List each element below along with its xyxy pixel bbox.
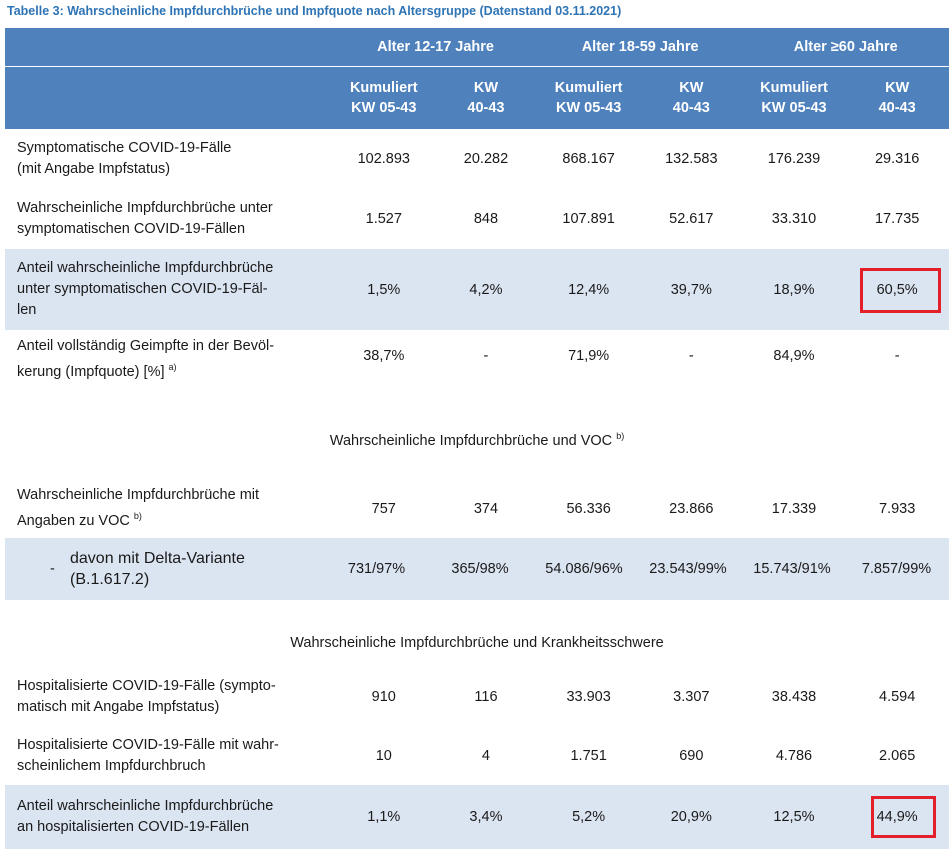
header-kw: KW 40-43 [672, 80, 710, 116]
table-row: Hospitalisierte COVID-19-Fälle (sympto-m… [5, 667, 949, 727]
highlight-box [860, 268, 941, 313]
header-group-row: Alter 12-17 Jahre Alter 18-59 Jahre Alte… [5, 28, 949, 67]
table-cell: 7.857/99% [861, 561, 932, 577]
table-cell: 56.336 [566, 500, 611, 517]
table-cell: 23.543/99% [649, 561, 727, 577]
table-cell: 10 [375, 748, 392, 764]
table-cell: 54.086/96% [545, 561, 623, 577]
section-severity: Wahrscheinliche Impfdurchbrüche und Kran… [5, 600, 949, 667]
table-row: - davon mit Delta-Variante (B.1.617.2) 73… [5, 538, 949, 600]
header-cumulative: Kumuliert KW 05-43 [760, 80, 828, 116]
header-cumulative: Kumuliert KW 05-43 [554, 80, 623, 116]
table-cell: 71,9% [568, 348, 610, 364]
table-cell: 757 [371, 500, 396, 517]
header-group-60plus: Alter ≥60 Jahre [793, 39, 898, 55]
table-cell: 107.891 [562, 211, 615, 227]
table-cell: 38.438 [771, 689, 817, 705]
row-label: Anteil wahrscheinliche Impfdurchbrüche un… [17, 260, 274, 318]
table-cell: 374 [473, 500, 499, 517]
table-cell: 52.617 [669, 211, 714, 227]
row-label: Wahrscheinliche Impfdurchbrüche mit Angab… [17, 487, 260, 529]
table-cell: 20,9% [670, 809, 712, 825]
table-cell: 4,2% [469, 281, 503, 298]
table-cell: 365/98% [451, 561, 509, 577]
table-cell: 33.903 [566, 689, 611, 705]
table-cell: 29.316 [874, 151, 920, 167]
table-cell: 33.310 [771, 211, 817, 227]
header-kw: KW 40-43 [467, 80, 505, 116]
table-cell: 18,9% [773, 281, 815, 298]
table-cell: 690 [679, 748, 704, 764]
table-cell: 17.339 [771, 500, 817, 517]
table-cell: 38,7% [363, 348, 405, 364]
table-caption: Tabelle 3: Wahrscheinliche Impfdurchbrüc… [7, 4, 622, 18]
table-cell: 7.933 [879, 500, 916, 517]
table-cell: 102.893 [357, 151, 410, 167]
section-voc: Wahrscheinliche Impfdurchbrüche und VOC … [5, 394, 949, 479]
row-label: Anteil wahrscheinliche Impfdurchbrüche an… [17, 798, 274, 835]
table-cell: 3.307 [673, 689, 710, 705]
header-group-12-17: Alter 12-17 Jahre [377, 39, 494, 55]
table-cell: 2.065 [879, 748, 916, 764]
row-label: davon mit Delta-Variante (B.1.617.2) [70, 550, 245, 588]
row-label: Hospitalisierte COVID-19-Fälle (sympto-m… [17, 678, 276, 715]
table-cell: 17.735 [874, 211, 920, 227]
table-row: Hospitalisierte COVID-19-Fälle mit wahr-… [5, 727, 949, 785]
table-cell-highlighted: 60,5% [876, 281, 918, 298]
table-cell: 1.527 [365, 211, 402, 227]
table-cell: 116 [474, 689, 498, 705]
table-cell: 4.786 [775, 748, 813, 764]
table-row: Symptomatische COVID-19-Fälle (mit Angabe… [5, 129, 949, 189]
table-cell: 731/97% [347, 561, 406, 577]
table-cell: 3,4% [469, 809, 503, 825]
table-cell: 39,7% [670, 281, 712, 298]
table-row: Anteil wahrscheinliche Impfdurchbrüche un… [5, 249, 949, 330]
table-row: Wahrscheinliche Impfdurchbrüche mit Angab… [5, 479, 949, 538]
table-row: Wahrscheinliche Impfdurchbrüche unter sym… [5, 189, 949, 249]
row-label: Symptomatische COVID-19-Fälle (mit Angabe… [17, 140, 232, 177]
table-cell: - [483, 348, 489, 364]
header-kw: KW 40-43 [878, 80, 916, 116]
row-label: Hospitalisierte COVID-19-Fälle mit wahr-… [17, 737, 279, 774]
table-row: Anteil wahrscheinliche Impfdurchbrüche an… [5, 785, 949, 849]
row-label: Anteil vollständig Geimpfte in der Bevöl… [17, 338, 275, 380]
header-period-row: Kumuliert KW 05-43 KW 40-43 Kumuliert KW 05… [5, 67, 949, 129]
table-row: Anteil vollständig Geimpfte in der Bevöl… [5, 330, 949, 394]
section-title: Wahrscheinliche Impfdurchbrüche und Kran… [290, 635, 664, 651]
table-cell: 1,5% [367, 281, 401, 298]
header-cumulative: Kumuliert KW 05-43 [349, 80, 418, 116]
row-label: Wahrscheinliche Impfdurchbrüche unter sym… [17, 200, 273, 237]
table-cell: - [894, 348, 900, 364]
table-cell-highlighted: 44,9% [876, 809, 918, 825]
section-title: Wahrscheinliche Impfdurchbrüche und VOC … [329, 431, 625, 449]
table-cell: 868.167 [562, 151, 615, 167]
table-cell: 910 [371, 689, 396, 705]
table-cell: 132.583 [665, 151, 718, 167]
table-cell: 12,5% [773, 809, 815, 825]
highlight-box [871, 796, 936, 838]
table-cell: - [688, 348, 694, 364]
table-cell: 848 [473, 211, 499, 227]
table-cell: 1.751 [570, 748, 607, 764]
table-cell: 15.743/91% [753, 561, 831, 577]
table-cell: 23.866 [669, 500, 714, 517]
table-cell: 20.282 [463, 151, 509, 167]
table-cell: 84,9% [773, 348, 815, 364]
table-cell: 4 [481, 748, 490, 764]
table-cell: 5,2% [572, 809, 606, 825]
header-group-18-59: Alter 18-59 Jahre [581, 39, 699, 55]
data-table: Alter 12-17 Jahre Alter 18-59 Jahre Alte… [5, 28, 949, 849]
table-cell: 4.594 [879, 689, 916, 705]
table-cell: 1,1% [367, 809, 401, 825]
row-dash: - [50, 561, 55, 577]
table-cell: 176.239 [767, 151, 821, 167]
table-cell: 12,4% [568, 281, 610, 298]
